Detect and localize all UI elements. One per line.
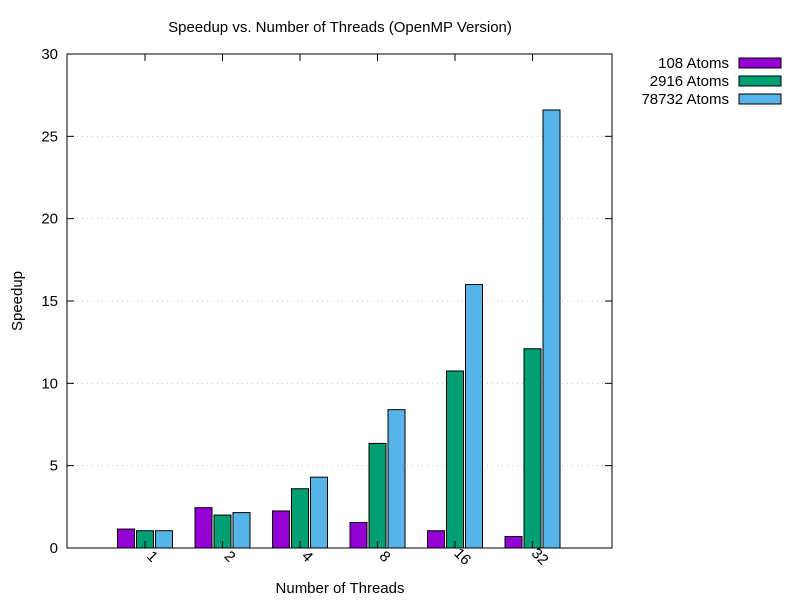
bar-78732-atoms-2: [232, 512, 251, 549]
legend-swatch: [738, 93, 782, 105]
bar-108-atoms-4: [272, 510, 290, 549]
y-tick-label: 5: [50, 458, 58, 475]
x-tick-label: 1: [143, 548, 161, 566]
bar-78732-atoms-8: [387, 409, 406, 549]
y-tick-label: 20: [41, 211, 58, 228]
legend-label: 2916 Atoms: [650, 73, 729, 90]
bars-layer: [117, 109, 561, 549]
bar-78732-atoms-1: [155, 530, 173, 549]
axis-ticks: [67, 53, 612, 549]
bar-2916-atoms-16: [446, 370, 464, 549]
bar-78732-atoms-4: [310, 476, 328, 549]
x-axis-label: Number of Threads: [276, 580, 405, 597]
x-tick-label: 4: [298, 548, 316, 566]
bar-108-atoms-8: [349, 521, 368, 549]
bar-2916-atoms-4: [291, 488, 309, 549]
bar-108-atoms-1: [117, 528, 135, 549]
bar-78732-atoms-32: [542, 109, 561, 549]
y-tick-labels: 0 5 10 15 20 25 30: [41, 46, 58, 557]
y-tick-label: 0: [50, 540, 58, 557]
bar-2916-atoms-32: [523, 348, 542, 549]
bar-108-atoms-2: [194, 507, 213, 549]
chart-title: Speedup vs. Number of Threads (OpenMP Ve…: [168, 19, 512, 36]
grid-lines: [67, 135, 612, 467]
x-tick-label: 2: [221, 548, 239, 566]
y-axis-label: Speedup: [9, 271, 26, 331]
y-tick-label: 10: [41, 375, 58, 392]
bar-2916-atoms-8: [368, 442, 387, 549]
bar-78732-atoms-16: [465, 284, 483, 549]
y-tick-label: 15: [41, 293, 58, 310]
x-tick-label: 8: [376, 548, 394, 566]
legend-swatch: [738, 57, 782, 69]
legend-swatch: [738, 75, 782, 87]
y-tick-label: 25: [41, 128, 58, 145]
y-tick-label: 30: [41, 46, 58, 63]
bar-108-atoms-32: [504, 535, 523, 549]
bar-108-atoms-16: [427, 530, 445, 549]
legend-label: 78732 Atoms: [641, 91, 729, 108]
legend-label: 108 Atoms: [658, 55, 729, 72]
